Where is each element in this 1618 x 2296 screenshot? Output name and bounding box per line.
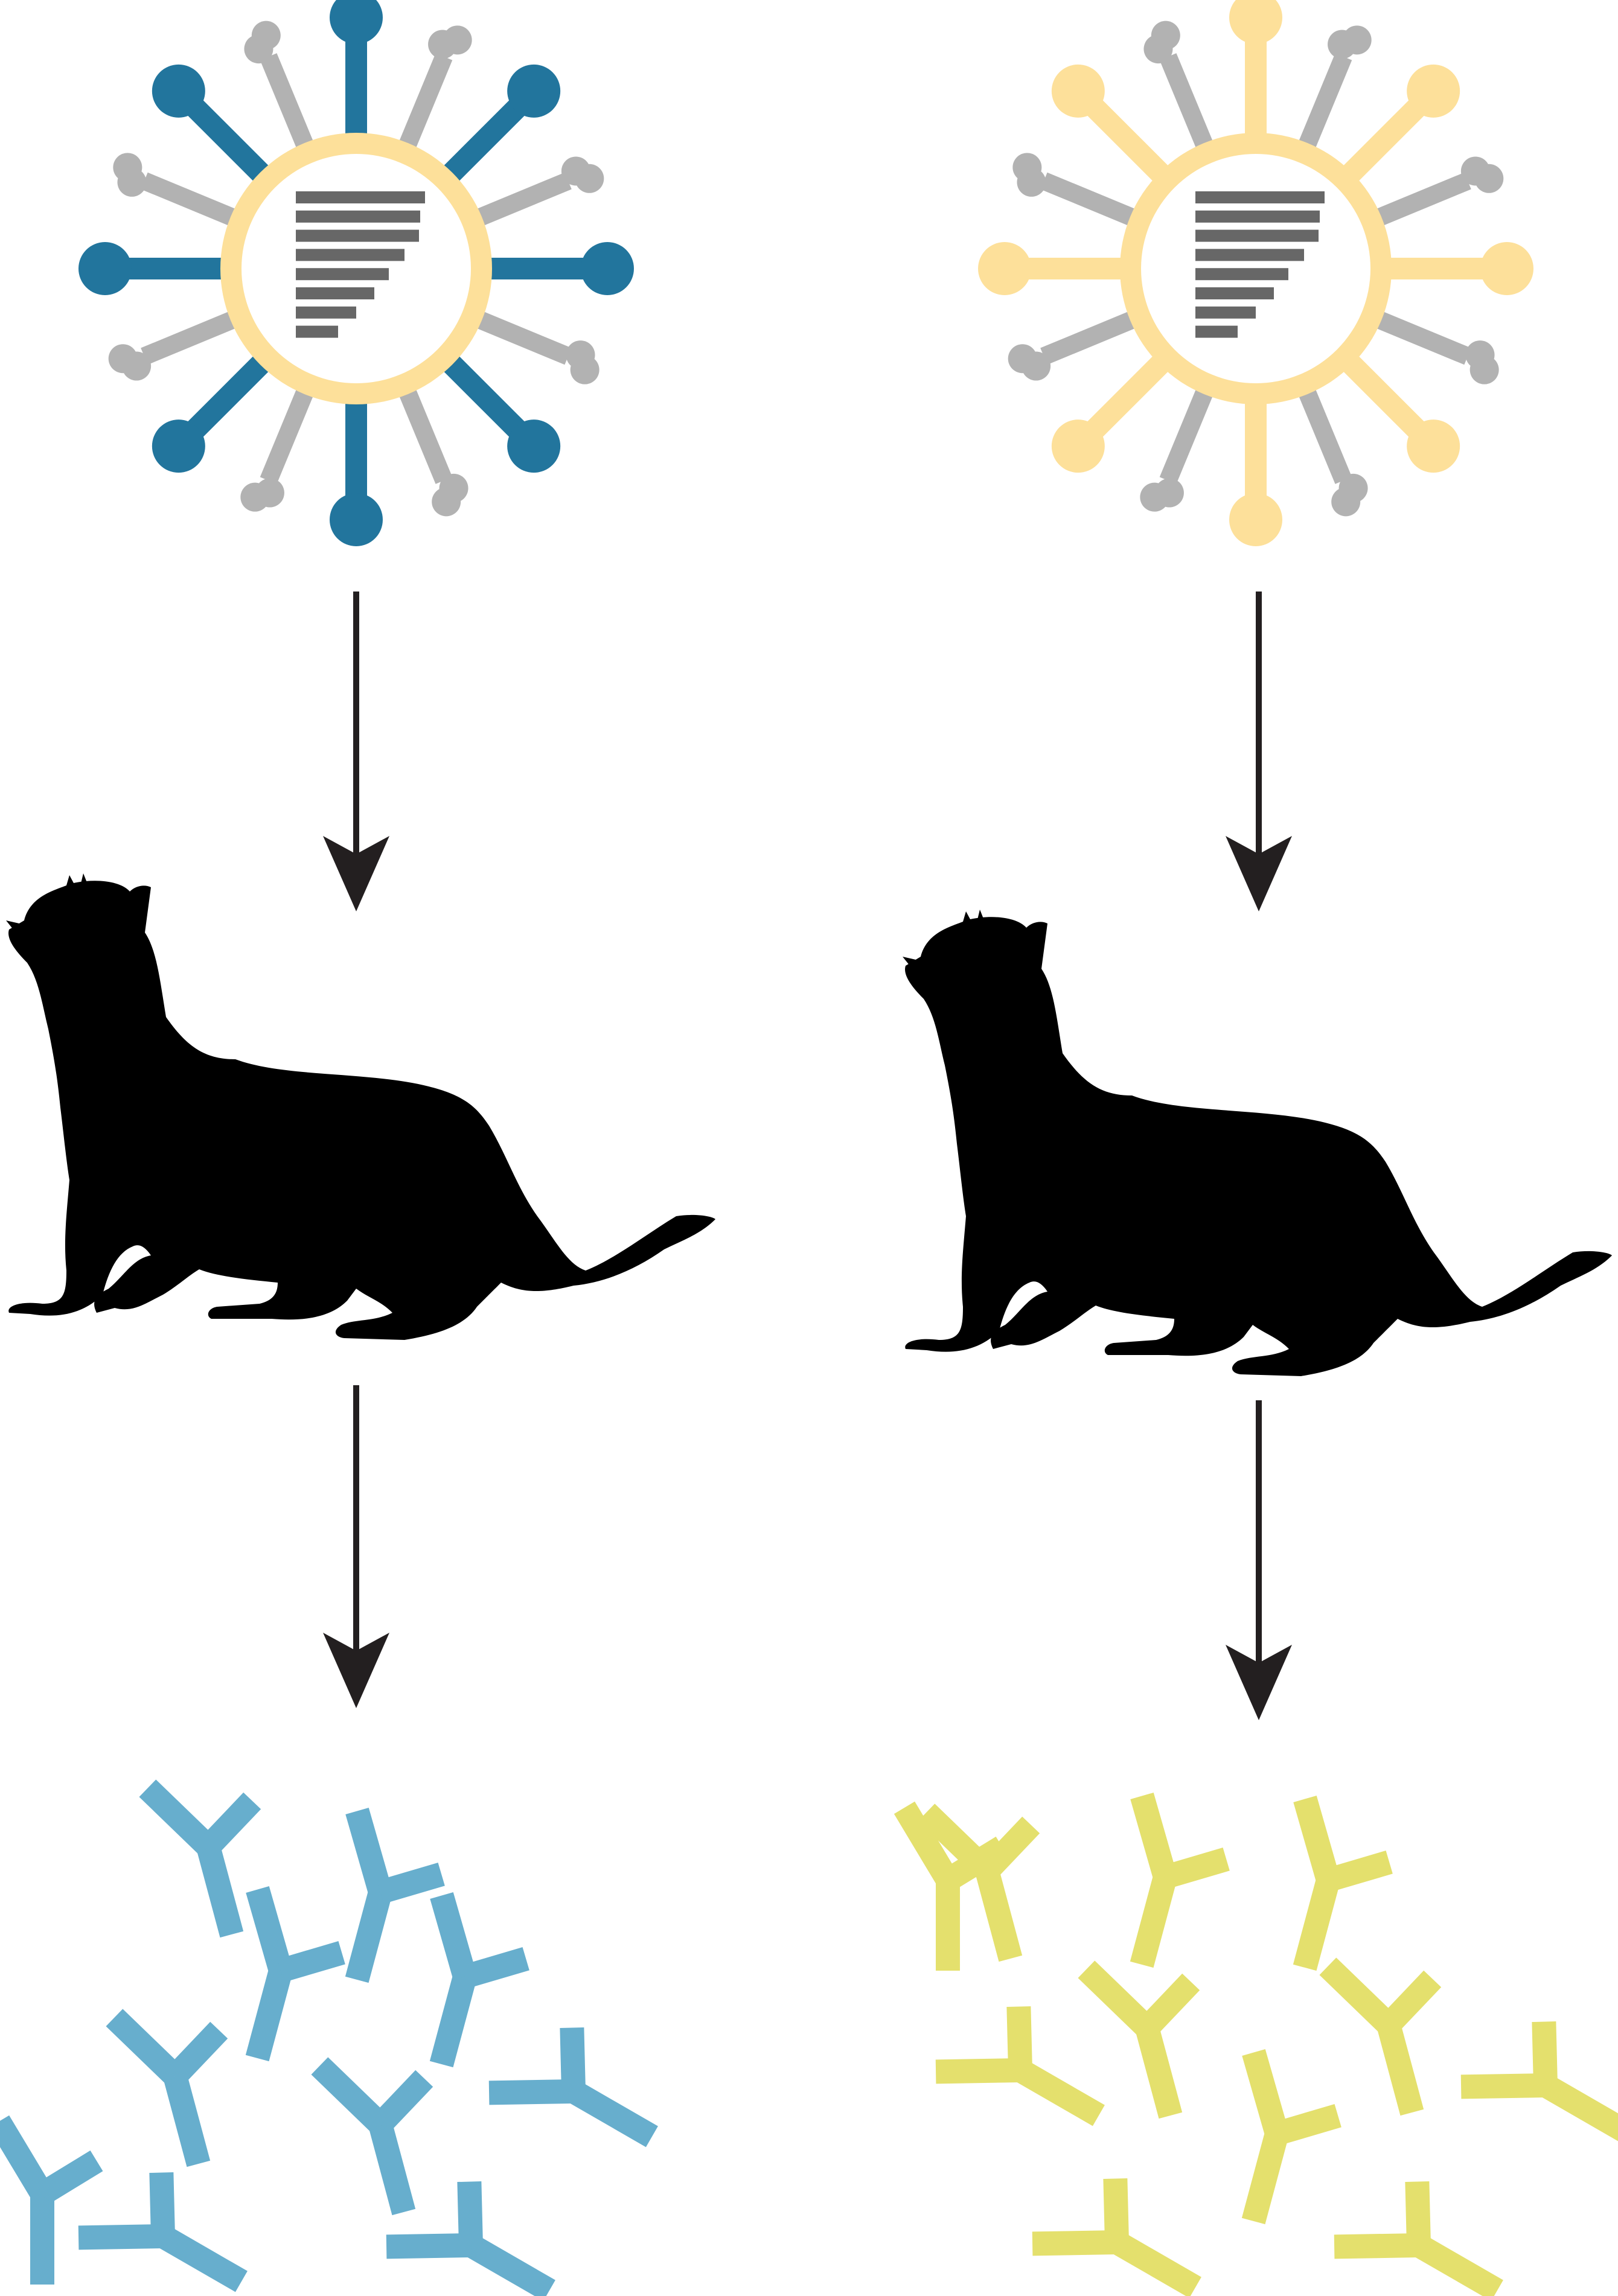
major-spike <box>1340 352 1460 473</box>
minor-spike <box>1372 156 1504 228</box>
virus-icon <box>978 0 1533 546</box>
antibody-icon <box>245 1886 345 2062</box>
arrow-down-icon <box>1226 592 1292 911</box>
major-spike <box>1386 242 1533 295</box>
minor-spike <box>397 25 472 153</box>
minor-spike <box>397 384 468 517</box>
antibody-group <box>894 1792 1618 2296</box>
minor-spike <box>1012 153 1140 228</box>
genome-segment <box>296 287 374 299</box>
major-spike <box>1340 64 1460 185</box>
minor-spike <box>240 384 315 512</box>
genome-segment <box>296 249 405 261</box>
minor-spike <box>1297 25 1372 153</box>
arrow-down-icon <box>323 592 389 911</box>
antibody-icon <box>429 1892 529 2068</box>
right-column <box>894 0 1618 2296</box>
major-spike <box>152 64 272 185</box>
major-spike <box>78 242 226 295</box>
minor-spike <box>1008 310 1140 381</box>
major-spike <box>440 352 561 473</box>
antibody-icon <box>78 2172 248 2292</box>
genome-segment <box>296 306 356 319</box>
antibody-group <box>0 1779 658 2296</box>
major-spike <box>1051 64 1172 185</box>
antibody-icon <box>106 2009 228 2167</box>
ferret-icon <box>6 873 716 1340</box>
antibody-icon <box>0 2115 103 2285</box>
genome-segment <box>1195 325 1238 338</box>
antibody-icon <box>1078 1960 1200 2119</box>
antibody-icon <box>1130 1792 1230 1968</box>
genome-segment <box>296 229 419 242</box>
genome-segment <box>1195 306 1256 319</box>
antibody-icon <box>1032 2178 1201 2296</box>
antibody-icon <box>488 2027 658 2148</box>
major-spike <box>1229 0 1282 139</box>
genome-segment <box>1195 287 1274 299</box>
antibody-icon <box>311 2057 433 2216</box>
minor-spike <box>1372 310 1499 384</box>
genome-segment <box>1195 268 1288 281</box>
major-spike <box>152 352 272 473</box>
antibody-icon <box>1241 2049 1341 2225</box>
major-spike <box>330 398 383 546</box>
ferret-icon <box>903 910 1612 1376</box>
antibody-icon <box>935 2006 1105 2126</box>
major-spike <box>486 242 634 295</box>
minor-spike <box>1143 21 1215 153</box>
antibody-icon <box>1460 2021 1618 2141</box>
major-spike <box>1051 352 1172 473</box>
antibody-icon <box>1319 1957 1442 2116</box>
genome-segment <box>296 325 338 338</box>
antibody-icon <box>386 2181 555 2296</box>
antibody-icon <box>139 1779 261 1938</box>
minor-spike <box>113 153 240 228</box>
left-column <box>0 0 716 2296</box>
minor-spike <box>1140 384 1215 512</box>
virus-icon <box>78 0 634 546</box>
major-spike <box>978 242 1126 295</box>
genome-segment <box>1195 229 1319 242</box>
minor-spike <box>472 310 600 384</box>
major-spike <box>1229 398 1282 546</box>
genome-segment <box>296 191 425 203</box>
antibody-icon <box>1334 2181 1503 2296</box>
antibody-icon <box>1293 1795 1393 1971</box>
major-spike <box>440 64 561 185</box>
major-spike <box>330 0 383 139</box>
genome-segment <box>1195 210 1320 223</box>
arrow-down-icon <box>323 1385 389 1708</box>
arrow-down-icon <box>1226 1400 1292 1720</box>
minor-spike <box>1297 384 1368 517</box>
genome-segment <box>1195 249 1304 261</box>
antibody-icon <box>894 1801 1009 1971</box>
minor-spike <box>244 21 315 153</box>
minor-spike <box>108 310 240 381</box>
minor-spike <box>472 156 604 228</box>
antibody-icon <box>345 1807 445 1983</box>
genome-segment <box>296 210 420 223</box>
genome-segment <box>296 268 389 281</box>
genome-segment <box>1195 191 1325 203</box>
